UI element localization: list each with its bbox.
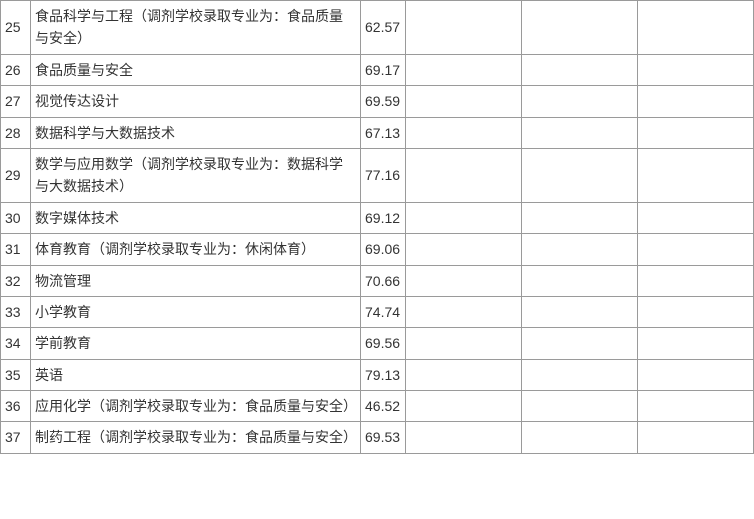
cell-empty-3 [638, 328, 754, 359]
cell-empty-3 [638, 296, 754, 327]
cell-empty-2 [522, 359, 638, 390]
cell-major-name: 数据科学与大数据技术 [31, 117, 361, 148]
cell-score: 69.17 [361, 54, 406, 85]
table-row: 30数字媒体技术69.12 [1, 202, 754, 233]
cell-empty-1 [406, 328, 522, 359]
cell-empty-1 [406, 359, 522, 390]
cell-index: 28 [1, 117, 31, 148]
cell-empty-2 [522, 296, 638, 327]
cell-empty-1 [406, 422, 522, 453]
cell-empty-2 [522, 391, 638, 422]
cell-index: 30 [1, 202, 31, 233]
cell-score: 62.57 [361, 1, 406, 55]
cell-score: 79.13 [361, 359, 406, 390]
cell-major-name: 小学教育 [31, 296, 361, 327]
data-table: 25食品科学与工程（调剂学校录取专业为：食品质量与安全）62.5726食品质量与… [0, 0, 754, 454]
cell-score: 46.52 [361, 391, 406, 422]
cell-empty-1 [406, 86, 522, 117]
cell-major-name: 食品质量与安全 [31, 54, 361, 85]
table-row: 33小学教育74.74 [1, 296, 754, 327]
cell-empty-2 [522, 86, 638, 117]
cell-empty-2 [522, 422, 638, 453]
cell-empty-2 [522, 117, 638, 148]
cell-empty-2 [522, 148, 638, 202]
cell-score: 69.53 [361, 422, 406, 453]
cell-score: 74.74 [361, 296, 406, 327]
table-row: 25食品科学与工程（调剂学校录取专业为：食品质量与安全）62.57 [1, 1, 754, 55]
cell-major-name: 数字媒体技术 [31, 202, 361, 233]
cell-index: 34 [1, 328, 31, 359]
table-row: 28数据科学与大数据技术67.13 [1, 117, 754, 148]
cell-empty-1 [406, 54, 522, 85]
cell-major-name: 制药工程（调剂学校录取专业为：食品质量与安全） [31, 422, 361, 453]
table-container: 25食品科学与工程（调剂学校录取专业为：食品质量与安全）62.5726食品质量与… [0, 0, 754, 454]
cell-index: 29 [1, 148, 31, 202]
cell-empty-2 [522, 328, 638, 359]
cell-major-name: 学前教育 [31, 328, 361, 359]
cell-empty-3 [638, 202, 754, 233]
cell-empty-3 [638, 234, 754, 265]
cell-empty-3 [638, 391, 754, 422]
table-row: 36应用化学（调剂学校录取专业为：食品质量与安全）46.52 [1, 391, 754, 422]
cell-score: 69.59 [361, 86, 406, 117]
cell-major-name: 数学与应用数学（调剂学校录取专业为：数据科学与大数据技术） [31, 148, 361, 202]
table-row: 26食品质量与安全69.17 [1, 54, 754, 85]
cell-empty-3 [638, 54, 754, 85]
cell-score: 67.13 [361, 117, 406, 148]
cell-index: 33 [1, 296, 31, 327]
cell-score: 69.56 [361, 328, 406, 359]
cell-empty-3 [638, 117, 754, 148]
cell-index: 31 [1, 234, 31, 265]
cell-empty-1 [406, 117, 522, 148]
cell-empty-1 [406, 296, 522, 327]
cell-index: 37 [1, 422, 31, 453]
cell-empty-3 [638, 86, 754, 117]
cell-major-name: 物流管理 [31, 265, 361, 296]
cell-empty-1 [406, 202, 522, 233]
cell-major-name: 英语 [31, 359, 361, 390]
cell-index: 32 [1, 265, 31, 296]
cell-empty-1 [406, 148, 522, 202]
cell-index: 35 [1, 359, 31, 390]
cell-major-name: 视觉传达设计 [31, 86, 361, 117]
cell-empty-3 [638, 359, 754, 390]
cell-index: 25 [1, 1, 31, 55]
cell-score: 77.16 [361, 148, 406, 202]
table-row: 27视觉传达设计69.59 [1, 86, 754, 117]
cell-empty-2 [522, 202, 638, 233]
cell-index: 36 [1, 391, 31, 422]
cell-empty-2 [522, 1, 638, 55]
cell-empty-1 [406, 234, 522, 265]
table-row: 31体育教育（调剂学校录取专业为：休闲体育）69.06 [1, 234, 754, 265]
cell-empty-3 [638, 422, 754, 453]
cell-score: 70.66 [361, 265, 406, 296]
cell-index: 27 [1, 86, 31, 117]
cell-empty-3 [638, 265, 754, 296]
cell-empty-3 [638, 1, 754, 55]
table-body: 25食品科学与工程（调剂学校录取专业为：食品质量与安全）62.5726食品质量与… [1, 1, 754, 454]
table-row: 35英语79.13 [1, 359, 754, 390]
cell-score: 69.12 [361, 202, 406, 233]
cell-major-name: 食品科学与工程（调剂学校录取专业为：食品质量与安全） [31, 1, 361, 55]
cell-empty-3 [638, 148, 754, 202]
table-row: 34学前教育69.56 [1, 328, 754, 359]
cell-empty-1 [406, 1, 522, 55]
cell-index: 26 [1, 54, 31, 85]
table-row: 29数学与应用数学（调剂学校录取专业为：数据科学与大数据技术）77.16 [1, 148, 754, 202]
cell-empty-1 [406, 391, 522, 422]
table-row: 32物流管理70.66 [1, 265, 754, 296]
table-row: 37制药工程（调剂学校录取专业为：食品质量与安全）69.53 [1, 422, 754, 453]
cell-major-name: 体育教育（调剂学校录取专业为：休闲体育） [31, 234, 361, 265]
cell-score: 69.06 [361, 234, 406, 265]
cell-major-name: 应用化学（调剂学校录取专业为：食品质量与安全） [31, 391, 361, 422]
cell-empty-2 [522, 265, 638, 296]
cell-empty-1 [406, 265, 522, 296]
cell-empty-2 [522, 234, 638, 265]
cell-empty-2 [522, 54, 638, 85]
